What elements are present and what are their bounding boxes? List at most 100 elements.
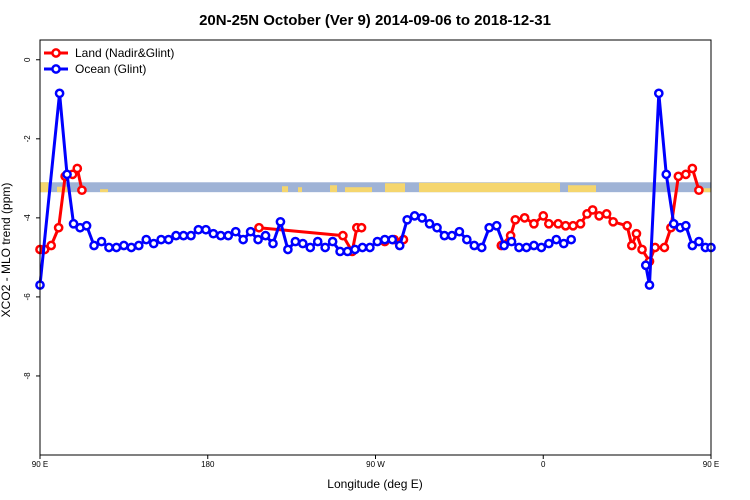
data-point (372, 236, 383, 247)
land-patch (282, 186, 288, 193)
data-point (141, 234, 152, 245)
legend-swatch-marker (51, 64, 61, 74)
data-point (499, 240, 509, 251)
data-point (335, 246, 345, 257)
data-point (356, 222, 367, 233)
data-point (156, 234, 167, 245)
data-point (538, 211, 549, 221)
land-patch (385, 183, 405, 193)
data-point (338, 230, 348, 241)
data-point (640, 260, 651, 271)
land-patch (330, 185, 337, 193)
data-point (673, 171, 684, 182)
data-point (608, 216, 618, 227)
chart-title: 20N-25N October (Ver 9) 2014-09-06 to 20… (199, 12, 551, 29)
data-point (694, 236, 704, 247)
data-point (104, 242, 114, 253)
data-point (519, 213, 530, 223)
y-tick-label: -6 (23, 293, 32, 301)
data-point (402, 214, 413, 225)
ocean-band (40, 182, 711, 193)
x-tick-label: 180 (201, 460, 215, 469)
data-point (424, 218, 435, 229)
data-point (245, 226, 256, 237)
legend: Land (Nadir&Glint) Ocean (Glint) (44, 46, 174, 76)
data-point (312, 236, 323, 247)
data-point (432, 222, 442, 233)
data-point (96, 236, 107, 247)
data-point (163, 234, 174, 245)
data-point (484, 222, 495, 233)
data-point (283, 244, 293, 255)
data-point (587, 205, 598, 215)
data-point (631, 228, 642, 239)
land-patch (345, 187, 372, 193)
data-point (594, 211, 605, 221)
data-point (327, 236, 338, 247)
legend-entry-label: Ocean (Glint) (75, 62, 146, 76)
data-point (568, 220, 578, 231)
data-point (72, 163, 83, 174)
data-point (89, 240, 99, 251)
data-point (53, 222, 64, 233)
data-point (553, 218, 564, 229)
data-point (659, 242, 670, 253)
data-point (661, 169, 672, 180)
data-point (637, 244, 647, 255)
y-axis-label: XCO2 - MLO trend (ppm) (0, 183, 13, 318)
data-point (297, 238, 308, 249)
land-ocean-band (40, 182, 711, 193)
x-tick-label: 90 E (703, 460, 719, 469)
data-point (521, 242, 532, 253)
data-point (680, 169, 691, 180)
series-layer (35, 88, 716, 290)
data-point (81, 220, 92, 231)
data-point (178, 230, 189, 241)
data-point (133, 240, 144, 251)
data-point (454, 226, 465, 237)
data-point (529, 240, 539, 251)
data-point (644, 280, 655, 290)
data-point (268, 238, 278, 249)
x-tick-label: 0 (541, 460, 546, 469)
data-point (461, 234, 472, 245)
data-point (543, 218, 554, 229)
data-point (119, 240, 129, 251)
data-point (417, 213, 427, 223)
land-patch (100, 189, 108, 193)
data-point (551, 234, 562, 245)
data-point (543, 238, 554, 249)
data-point (476, 242, 487, 253)
data-point (260, 230, 271, 241)
data-point (601, 209, 612, 219)
land-patch (298, 187, 302, 193)
y-axis: 0 -2 -4 -6 -8 (23, 57, 40, 380)
data-point (254, 222, 264, 233)
data-point (238, 234, 249, 245)
data-point (186, 230, 196, 241)
land-patch (568, 185, 596, 193)
y-tick-label: -2 (23, 135, 32, 143)
data-point (387, 234, 398, 245)
data-point (77, 185, 87, 196)
y-tick-label: -8 (23, 372, 32, 380)
data-point (230, 226, 241, 237)
x-tick-label: 90 W (366, 460, 385, 469)
data-point (215, 230, 226, 241)
data-point (536, 242, 547, 253)
data-point (208, 228, 219, 239)
data-point (447, 230, 457, 241)
data-point (320, 242, 331, 253)
land-patch (700, 188, 711, 193)
data-point (653, 88, 664, 99)
data-point (626, 240, 637, 251)
data-point (687, 163, 698, 174)
data-point (668, 218, 679, 229)
data-point (409, 211, 420, 221)
legend-swatch-marker (51, 48, 61, 58)
data-point (253, 234, 263, 245)
data-point (223, 230, 234, 241)
x-axis-label: Longitude (deg E) (327, 477, 422, 491)
x-tick-label: 90 E (32, 460, 48, 469)
